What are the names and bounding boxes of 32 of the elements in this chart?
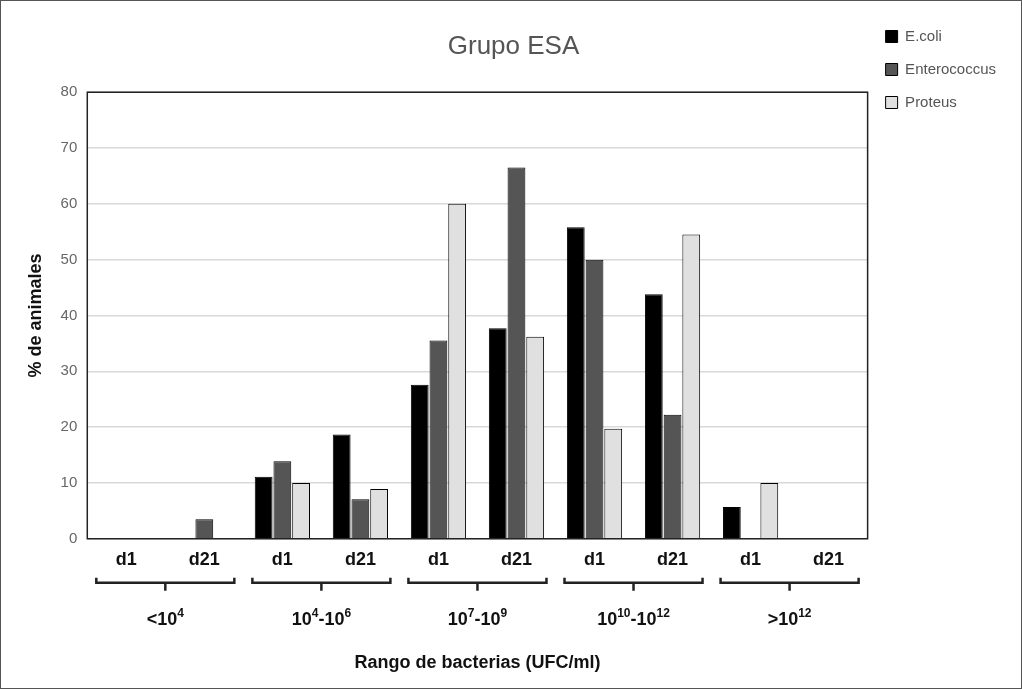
- bar: [644, 294, 663, 539]
- x-tick-label: d21: [813, 548, 845, 569]
- y-tick-label: 40: [60, 305, 78, 323]
- y-tick-label: 30: [60, 361, 78, 379]
- y-tick-label: 0: [68, 528, 78, 546]
- legend-label: Enterococcus: [905, 59, 997, 77]
- bar: [254, 476, 273, 539]
- x-tick-label: d1: [740, 548, 762, 569]
- y-axis-title: % de animales: [24, 253, 45, 378]
- x-tick-label: d21: [657, 548, 689, 569]
- bar: [410, 384, 429, 539]
- bar: [566, 227, 585, 539]
- x-tick-label: d1: [115, 548, 137, 569]
- x-tick-label: d1: [427, 548, 449, 569]
- x-tick-label: d1: [271, 548, 293, 569]
- legend-label: Proteus: [905, 92, 957, 110]
- bar: [488, 328, 507, 539]
- chart-title: Grupo ESA: [447, 29, 580, 60]
- legend-label: E.coli: [905, 26, 942, 44]
- y-tick-label: 10: [60, 473, 78, 491]
- bar: [332, 434, 351, 539]
- y-tick-label: 80: [60, 82, 78, 100]
- y-tick-label: 60: [60, 193, 78, 211]
- bar: [722, 506, 741, 539]
- y-tick-label: 50: [60, 249, 78, 267]
- y-tick-label: 20: [60, 417, 78, 435]
- x-tick-label: d21: [344, 548, 376, 569]
- x-tick-label: d1: [584, 548, 606, 569]
- x-tick-label: d21: [188, 548, 220, 569]
- x-tick-label: d21: [500, 548, 532, 569]
- y-tick-label: 70: [60, 138, 78, 156]
- x-axis-title: Rango de bacterias (UFC/ml): [354, 652, 601, 673]
